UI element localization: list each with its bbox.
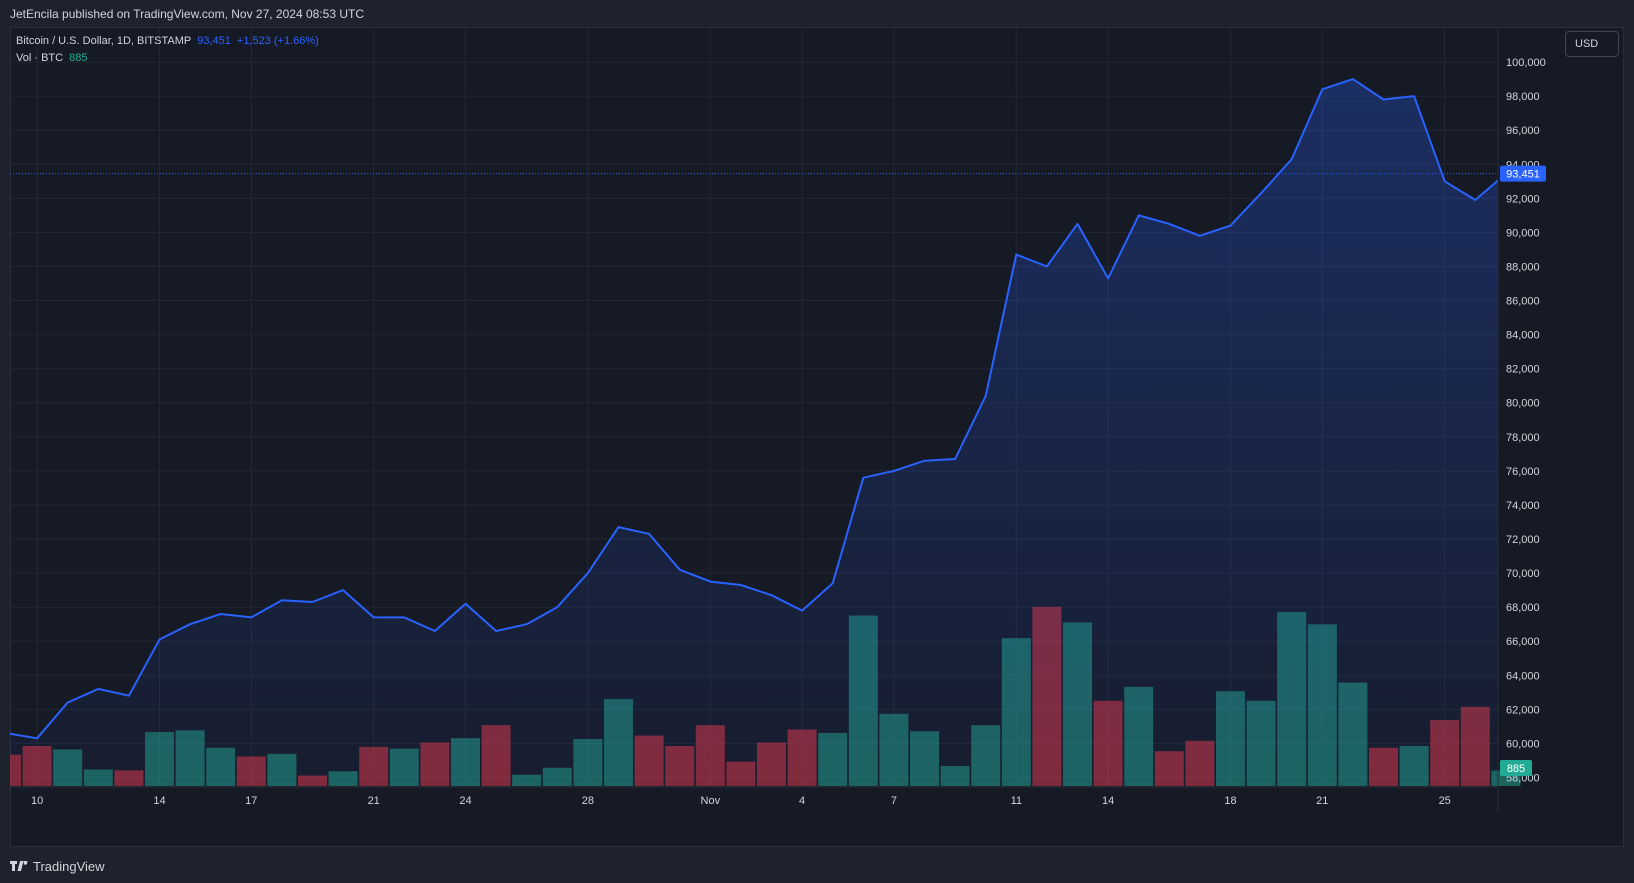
footer-branding[interactable]: TradingView [10, 856, 105, 876]
price-series [10, 78, 1498, 786]
volume-label: Vol · BTC [16, 52, 64, 64]
x-tick-label: 4 [799, 795, 805, 807]
x-tick-label: 10 [31, 795, 43, 807]
footer-brand-label: TradingView [33, 858, 105, 874]
y-tick-label: 74,000 [1506, 500, 1540, 512]
y-tick-label: 76,000 [1506, 466, 1540, 478]
x-tick-label: 21 [368, 795, 380, 807]
x-tick-label: 14 [1102, 795, 1114, 807]
y-tick-label: 98,000 [1506, 91, 1540, 103]
x-tick-label: 28 [582, 795, 594, 807]
y-tick-label: 92,000 [1506, 193, 1540, 205]
price-change: +1,523 (+1.66%) [236, 35, 319, 47]
y-tick-label: 90,000 [1506, 227, 1540, 239]
axes: 58,00060,00062,00064,00066,00068,00070,0… [10, 28, 1546, 812]
chart-legend-symbol[interactable]: Bitcoin / U.S. Dollar, 1D, BITSTAMP 93,45… [16, 35, 319, 47]
y-tick-label: 96,000 [1506, 125, 1540, 137]
symbol-label: Bitcoin / U.S. Dollar, 1D, BITSTAMP [16, 35, 192, 47]
y-tick-label: 82,000 [1506, 364, 1540, 376]
y-tick-label: 64,000 [1506, 670, 1540, 682]
last-price-label: 93,451 [1506, 169, 1540, 181]
y-tick-label: 66,000 [1506, 636, 1540, 648]
price-area-fill [10, 79, 1498, 786]
last-volume-badge [1500, 760, 1532, 776]
published-header: JetEncila published on TradingView.com, … [10, 7, 364, 21]
x-tick-label: 11 [1011, 795, 1022, 807]
y-tick-label: 86,000 [1506, 296, 1540, 308]
price-value: 93,451 [197, 35, 231, 47]
x-tick-label: 17 [245, 795, 257, 807]
chart-legend-volume[interactable]: Vol · BTC 885 [16, 52, 87, 64]
y-tick-label: 72,000 [1506, 534, 1540, 546]
y-tick-label: 80,000 [1506, 398, 1540, 410]
y-tick-label: 78,000 [1506, 432, 1540, 444]
y-tick-label: 62,000 [1506, 704, 1540, 716]
tradingview-logo-icon [10, 860, 28, 871]
x-tick-label: 25 [1439, 795, 1451, 807]
x-tick-label: 18 [1224, 795, 1236, 807]
volume-value: 885 [69, 52, 88, 64]
y-tick-label: 84,000 [1506, 330, 1540, 342]
x-tick-label: 21 [1316, 795, 1328, 807]
y-tick-label: 68,000 [1506, 602, 1540, 614]
last-price-badge [1500, 165, 1546, 182]
price-line [10, 78, 1498, 740]
y-tick-label: 88,000 [1506, 261, 1540, 273]
x-tick-label: Nov [701, 795, 721, 807]
y-tick-label: 70,000 [1506, 568, 1540, 580]
y-tick-label: 60,000 [1506, 738, 1540, 750]
x-tick-label: 14 [153, 795, 165, 807]
x-tick-label: 24 [459, 795, 471, 807]
currency-button[interactable]: USD [1565, 31, 1619, 57]
price-area [10, 78, 1498, 786]
last-volume-label: 885 [1507, 763, 1525, 775]
y-tick-label: 100,000 [1506, 57, 1546, 69]
x-tick-label: 7 [891, 795, 897, 807]
